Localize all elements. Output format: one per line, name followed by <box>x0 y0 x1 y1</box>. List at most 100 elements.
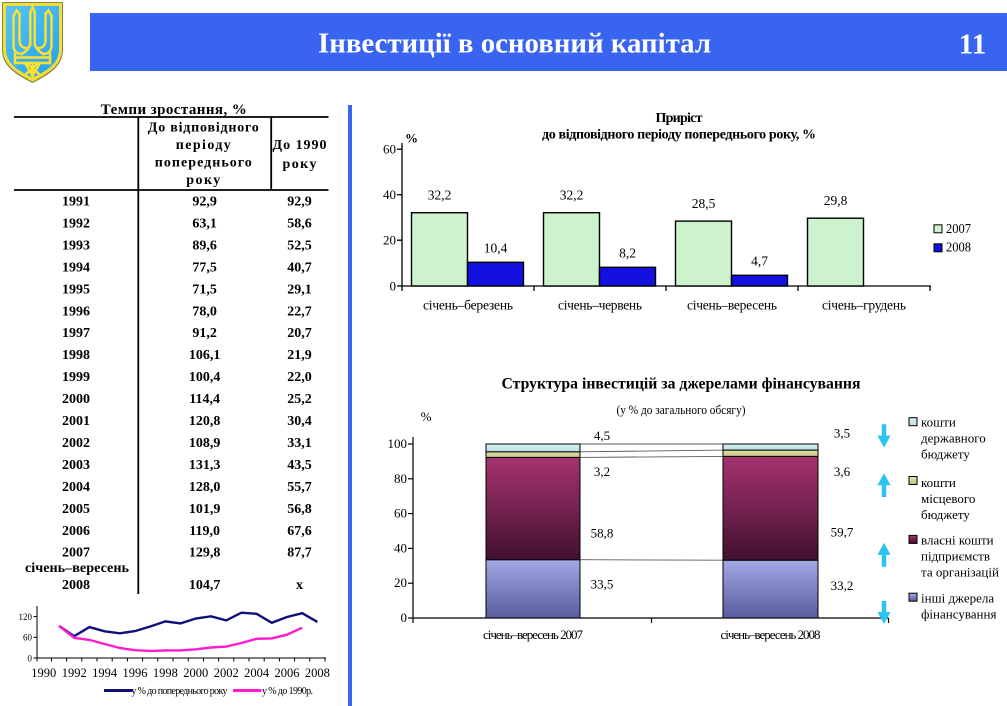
svg-text:56,8: 56,8 <box>287 502 312 517</box>
svg-text:2002: 2002 <box>214 666 239 680</box>
svg-text:80: 80 <box>394 471 407 486</box>
svg-text:67,6: 67,6 <box>287 524 312 539</box>
svg-text:58,6: 58,6 <box>287 217 312 232</box>
svg-text:1990: 1990 <box>31 666 56 680</box>
svg-text:року: року <box>186 173 220 188</box>
svg-text:2007: 2007 <box>946 222 971 237</box>
svg-text:2008: 2008 <box>62 578 90 593</box>
svg-text:52,5: 52,5 <box>287 238 312 253</box>
svg-text:11: 11 <box>959 29 986 61</box>
svg-text:3,2: 3,2 <box>594 464 610 479</box>
svg-text:2006: 2006 <box>275 666 300 680</box>
svg-text:1994: 1994 <box>92 666 118 680</box>
svg-text:33,2: 33,2 <box>831 578 854 593</box>
svg-text:1992: 1992 <box>62 666 87 680</box>
svg-text:%: % <box>405 131 418 146</box>
svg-text:32,2: 32,2 <box>560 188 584 203</box>
svg-text:131,3: 131,3 <box>189 458 221 473</box>
svg-text:78,0: 78,0 <box>192 304 217 319</box>
svg-text:71,5: 71,5 <box>192 282 217 297</box>
svg-text:інші джерела: інші джерела <box>921 590 994 605</box>
svg-text:100,4: 100,4 <box>189 370 221 385</box>
svg-text:87,7: 87,7 <box>287 546 312 561</box>
svg-text:114,4: 114,4 <box>189 392 220 407</box>
svg-text:року: року <box>283 157 317 172</box>
svg-text:1991: 1991 <box>62 195 90 210</box>
svg-text:2001: 2001 <box>62 414 90 429</box>
svg-text:Структура інвестицій за джерел: Структура інвестицій за джерелами фінанс… <box>502 376 861 393</box>
svg-text:2004: 2004 <box>244 666 270 680</box>
svg-text:28,5: 28,5 <box>692 196 716 211</box>
svg-text:січень–червень: січень–червень <box>558 297 642 312</box>
svg-text:періоду: періоду <box>176 138 231 153</box>
svg-text:у % до попереднього року: у % до попереднього року <box>132 686 228 697</box>
svg-text:0: 0 <box>401 610 408 625</box>
svg-text:2005: 2005 <box>62 502 90 517</box>
svg-text:1994: 1994 <box>62 260 90 275</box>
svg-text:до відповідного періоду попере: до відповідного періоду попереднього рок… <box>542 128 816 143</box>
svg-text:40,7: 40,7 <box>287 260 312 275</box>
svg-text:33,5: 33,5 <box>591 577 614 592</box>
svg-text:63,1: 63,1 <box>192 217 217 232</box>
svg-text:кошти: кошти <box>921 475 956 490</box>
svg-text:100: 100 <box>388 436 408 451</box>
svg-text:січень–березень: січень–березень <box>423 297 513 312</box>
svg-text:55,7: 55,7 <box>287 480 312 495</box>
svg-text:2007: 2007 <box>62 546 90 561</box>
svg-text:1996: 1996 <box>62 304 90 319</box>
svg-text:8,2: 8,2 <box>619 245 636 260</box>
svg-text:92,9: 92,9 <box>192 195 217 210</box>
svg-text:92,9: 92,9 <box>287 195 312 210</box>
svg-text:2008: 2008 <box>946 240 971 255</box>
svg-text:бюджету: бюджету <box>921 447 970 462</box>
svg-text:128,0: 128,0 <box>189 480 221 495</box>
svg-text:місцевого: місцевого <box>921 491 975 506</box>
svg-text:59,7: 59,7 <box>831 525 854 540</box>
svg-text:10,4: 10,4 <box>484 240 508 255</box>
svg-text:29,1: 29,1 <box>287 282 312 297</box>
svg-text:119,0: 119,0 <box>189 524 220 539</box>
svg-text:25,2: 25,2 <box>287 392 312 407</box>
svg-text:32,2: 32,2 <box>428 188 452 203</box>
svg-text:та організацій: та організацій <box>921 565 999 580</box>
svg-text:21,9: 21,9 <box>287 348 312 363</box>
svg-text:29,8: 29,8 <box>824 193 848 208</box>
svg-text:січень–грудень: січень–грудень <box>822 297 906 312</box>
svg-text:30,4: 30,4 <box>287 414 312 429</box>
svg-text:1999: 1999 <box>62 370 90 385</box>
svg-text:1995: 1995 <box>62 282 90 297</box>
svg-text:Приріст: Приріст <box>656 111 703 126</box>
svg-text:попереднього: попереднього <box>155 156 252 171</box>
svg-text:1992: 1992 <box>62 217 90 232</box>
svg-text:1993: 1993 <box>62 238 90 253</box>
svg-text:40: 40 <box>383 187 396 202</box>
svg-text:77,5: 77,5 <box>192 260 217 275</box>
svg-text:33,1: 33,1 <box>287 436 312 451</box>
svg-text:2008: 2008 <box>305 666 330 680</box>
svg-text:1996: 1996 <box>123 666 148 680</box>
svg-text:120,8: 120,8 <box>189 414 221 429</box>
svg-text:89,6: 89,6 <box>192 238 217 253</box>
svg-text:2004: 2004 <box>62 480 90 495</box>
svg-text:у % до 1990р.: у % до 1990р. <box>262 686 313 697</box>
svg-text:x: x <box>296 578 303 593</box>
svg-text:101,9: 101,9 <box>189 502 221 517</box>
svg-text:2000: 2000 <box>62 392 90 407</box>
svg-text:4,5: 4,5 <box>594 428 610 443</box>
svg-text:До відповідного: До відповідного <box>148 121 259 136</box>
svg-text:2003: 2003 <box>62 458 90 473</box>
svg-text:58,8: 58,8 <box>591 526 614 541</box>
svg-text:129,8: 129,8 <box>189 546 221 561</box>
svg-text:40: 40 <box>394 540 407 555</box>
svg-text:державного: державного <box>921 431 986 446</box>
svg-text:січень–вересень 2007: січень–вересень 2007 <box>483 627 584 642</box>
svg-text:104,7: 104,7 <box>189 578 221 593</box>
svg-text:20: 20 <box>394 575 407 590</box>
svg-text:Темпи зростання, %: Темпи зростання, % <box>101 102 247 118</box>
svg-text:фінансування: фінансування <box>921 606 996 621</box>
svg-text:2000: 2000 <box>183 666 208 680</box>
svg-text:Інвестиції в основний капітал: Інвестиції в основний капітал <box>318 28 711 60</box>
svg-text:60: 60 <box>23 633 33 643</box>
svg-text:1998: 1998 <box>62 348 90 363</box>
svg-text:22,0: 22,0 <box>287 370 312 385</box>
